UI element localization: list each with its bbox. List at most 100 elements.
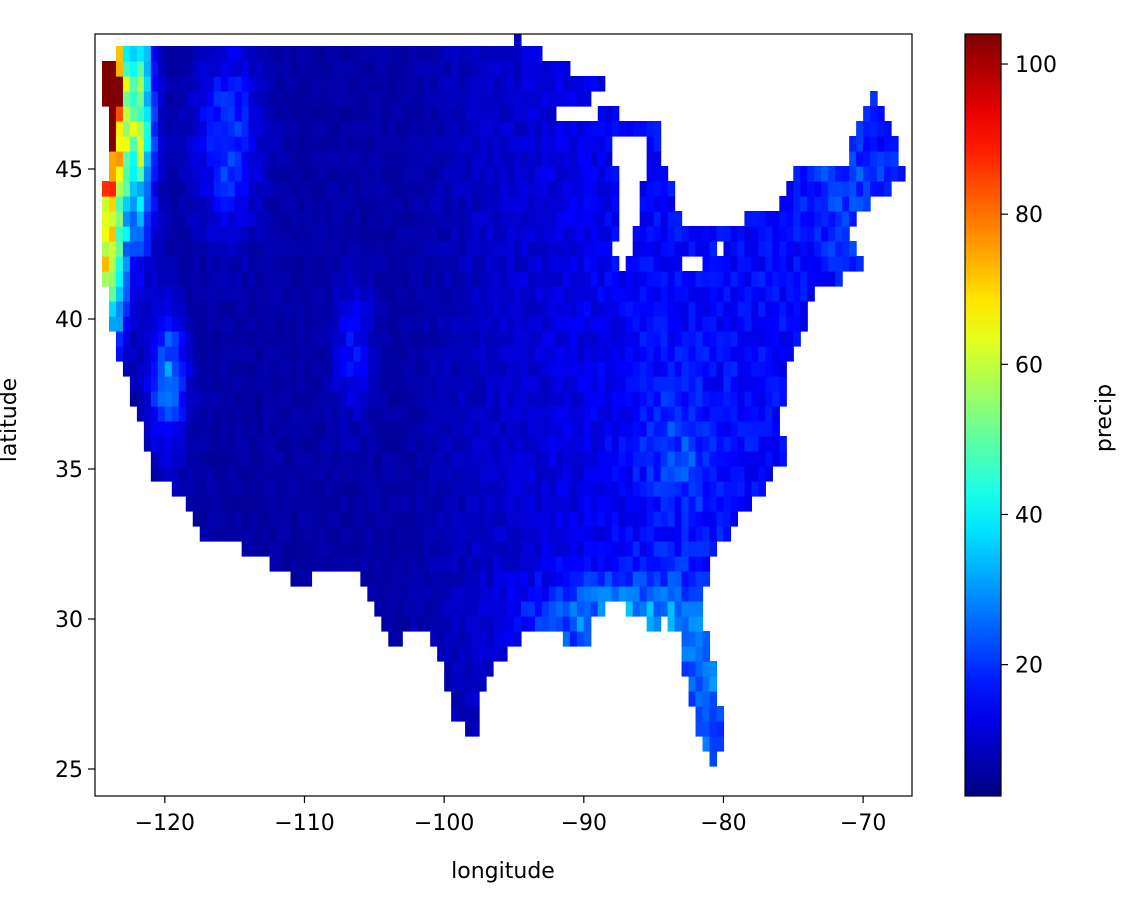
heatmap-cell [213, 421, 222, 437]
heatmap-cell [639, 556, 648, 572]
heatmap-cell [472, 376, 480, 392]
heatmap-cell [437, 301, 445, 317]
heatmap-cell [765, 391, 773, 407]
heatmap-cell [744, 286, 752, 302]
heatmap-cell [500, 301, 508, 317]
heatmap-cell [136, 91, 145, 107]
heatmap-cell [409, 151, 417, 167]
heatmap-cell [430, 571, 438, 587]
heatmap-cell [604, 151, 613, 167]
heatmap-cell [430, 616, 438, 632]
heatmap-cell [115, 61, 124, 77]
heatmap-cell [416, 451, 424, 467]
heatmap-cell [688, 661, 697, 677]
heatmap-cell [674, 316, 683, 332]
heatmap-cell [178, 151, 187, 167]
heatmap-cell [311, 286, 320, 302]
heatmap-cell [667, 196, 676, 212]
heatmap-cell [122, 181, 131, 197]
heatmap-cell [674, 541, 683, 557]
heatmap-cell [597, 106, 606, 122]
heatmap-cell [576, 406, 585, 422]
heatmap-cell [632, 541, 641, 557]
heatmap-cell [506, 406, 515, 422]
heatmap-cell [723, 376, 732, 392]
heatmap-cell [737, 226, 746, 242]
heatmap-cell [513, 616, 522, 632]
heatmap-cell [465, 181, 473, 197]
heatmap-cell [416, 301, 424, 317]
heatmap-cell [234, 61, 243, 77]
heatmap-cell [213, 511, 222, 527]
heatmap-cell [276, 376, 285, 392]
heatmap-cell [562, 406, 571, 422]
heatmap-cell [625, 601, 634, 617]
heatmap-cell [723, 301, 732, 317]
heatmap-cell [590, 586, 599, 602]
heatmap-cell [402, 106, 410, 122]
heatmap-cell [241, 316, 250, 332]
heatmap-cell [374, 496, 382, 512]
heatmap-cell [402, 526, 410, 542]
heatmap-cell [583, 76, 592, 92]
heatmap-cell [604, 241, 613, 257]
heatmap-cell [506, 391, 515, 407]
heatmap-cell [367, 241, 375, 257]
heatmap-cell [583, 361, 592, 377]
heatmap-cell [150, 91, 159, 107]
heatmap-cell [562, 331, 571, 347]
heatmap-cell [143, 256, 152, 272]
heatmap-cell [527, 436, 536, 452]
heatmap-cell [604, 481, 613, 497]
heatmap-cell [381, 586, 389, 602]
heatmap-cell [381, 466, 389, 482]
heatmap-cell [388, 331, 396, 347]
heatmap-cell [632, 376, 641, 392]
heatmap-cell [458, 406, 466, 422]
heatmap-cell [290, 211, 299, 227]
heatmap-cell [353, 61, 361, 77]
heatmap-cell [737, 481, 746, 497]
heatmap-cell [493, 286, 501, 302]
heatmap-cell [353, 301, 361, 317]
heatmap-cell [213, 496, 222, 512]
heatmap-cell [786, 286, 794, 302]
heatmap-cell [164, 181, 173, 197]
heatmap-cell [157, 301, 166, 317]
heatmap-cell [150, 316, 159, 332]
heatmap-cell [290, 301, 299, 317]
heatmap-cell [569, 361, 578, 377]
heatmap-cell [332, 76, 340, 92]
heatmap-cell [332, 106, 340, 122]
heatmap-cell [555, 526, 564, 542]
heatmap-cell [451, 166, 459, 182]
heatmap-cell [479, 61, 487, 77]
heatmap-cell [192, 331, 201, 347]
heatmap-cell [472, 691, 480, 707]
heatmap-cell [157, 421, 166, 437]
heatmap-cell [527, 46, 536, 62]
heatmap-cell [653, 331, 662, 347]
heatmap-cell [458, 211, 466, 227]
heatmap-cell [136, 226, 145, 242]
heatmap-cell [360, 271, 368, 287]
heatmap-cell [283, 331, 292, 347]
heatmap-cell [646, 166, 655, 182]
heatmap-cell [164, 286, 173, 302]
heatmap-cell [381, 331, 389, 347]
heatmap-cell [423, 136, 431, 152]
heatmap-cell [709, 256, 718, 272]
heatmap-cell [548, 211, 557, 227]
heatmap-cell [660, 241, 669, 257]
heatmap-cell [863, 136, 871, 152]
heatmap-cell [311, 391, 320, 407]
heatmap-cell [458, 676, 466, 692]
heatmap-cell [360, 46, 368, 62]
heatmap-cell [374, 511, 382, 527]
heatmap-cell [283, 481, 292, 497]
heatmap-cell [108, 301, 117, 317]
heatmap-cell [248, 316, 257, 332]
heatmap-cell [283, 556, 292, 572]
heatmap-cell [269, 331, 278, 347]
heatmap-cell [730, 331, 739, 347]
